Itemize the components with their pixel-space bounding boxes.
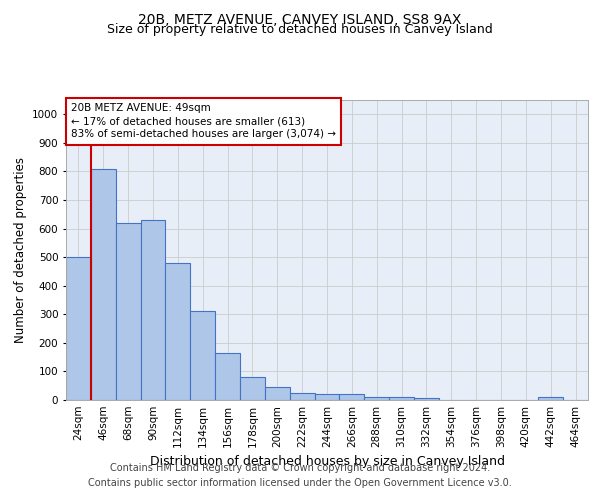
X-axis label: Distribution of detached houses by size in Canvey Island: Distribution of detached houses by size … bbox=[149, 456, 505, 468]
Bar bbox=[140, 220, 166, 400]
Bar bbox=[116, 223, 140, 400]
Bar bbox=[314, 394, 340, 400]
Bar bbox=[414, 398, 439, 400]
Y-axis label: Number of detached properties: Number of detached properties bbox=[14, 157, 26, 343]
Bar bbox=[265, 387, 290, 400]
Text: Contains HM Land Registry data © Crown copyright and database right 2024.
Contai: Contains HM Land Registry data © Crown c… bbox=[88, 462, 512, 487]
Bar bbox=[215, 354, 240, 400]
Bar bbox=[538, 397, 563, 400]
Text: 20B METZ AVENUE: 49sqm
← 17% of detached houses are smaller (613)
83% of semi-de: 20B METZ AVENUE: 49sqm ← 17% of detached… bbox=[71, 103, 336, 140]
Bar bbox=[91, 168, 116, 400]
Bar bbox=[66, 257, 91, 400]
Bar bbox=[240, 376, 265, 400]
Text: 20B, METZ AVENUE, CANVEY ISLAND, SS8 9AX: 20B, METZ AVENUE, CANVEY ISLAND, SS8 9AX bbox=[139, 12, 461, 26]
Bar bbox=[389, 396, 414, 400]
Text: Size of property relative to detached houses in Canvey Island: Size of property relative to detached ho… bbox=[107, 22, 493, 36]
Bar bbox=[290, 393, 314, 400]
Bar bbox=[166, 263, 190, 400]
Bar bbox=[364, 396, 389, 400]
Bar bbox=[340, 394, 364, 400]
Bar bbox=[190, 312, 215, 400]
